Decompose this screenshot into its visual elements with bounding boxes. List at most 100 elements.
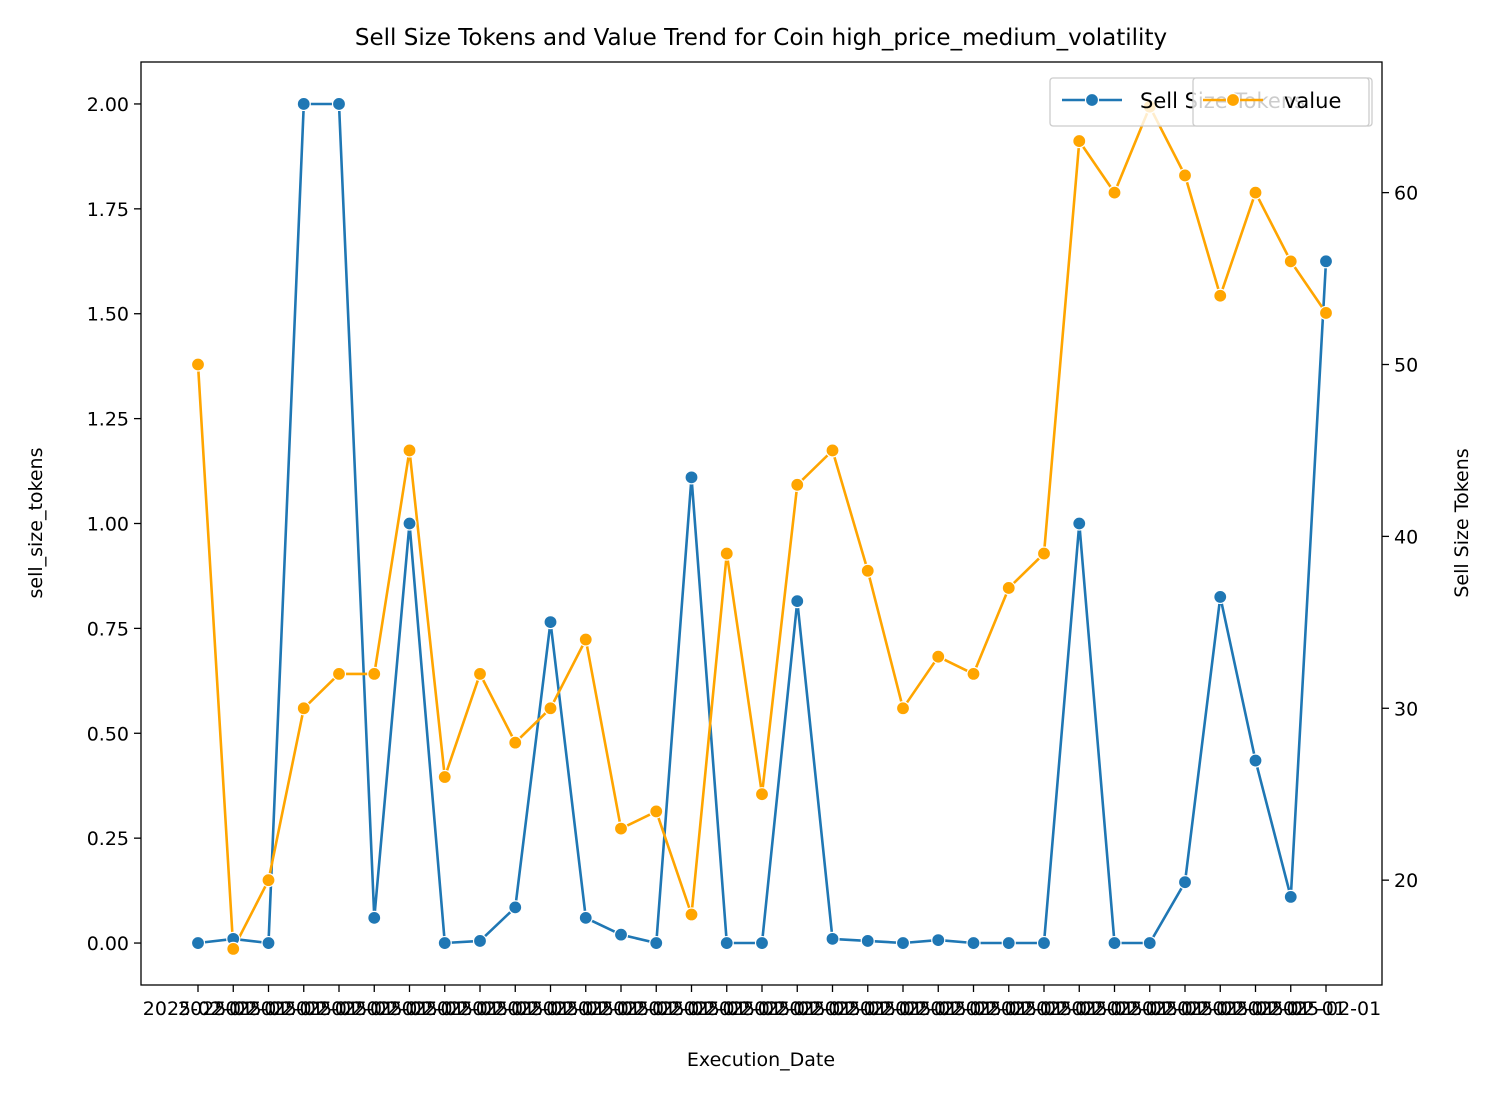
- series-1-point: [543, 701, 558, 716]
- chart-title: Sell Size Tokens and Value Trend for Coi…: [355, 25, 1167, 51]
- x-tick-label: 2025-02-01: [566, 998, 676, 1020]
- series-1-point: [895, 701, 911, 716]
- series-1-point: [684, 907, 699, 922]
- x-tick-label: 2025-02-01: [1024, 998, 1134, 1020]
- series-1-point: [1248, 185, 1263, 200]
- legend: Sell Size Tokensvalue: [1049, 77, 1373, 127]
- series-1-point: [437, 769, 452, 785]
- series-1-point: [472, 666, 488, 681]
- y-left-tick-label: 0.00: [87, 933, 129, 955]
- series-1-point: [296, 701, 311, 716]
- y-left-tick-label: 1.25: [87, 409, 129, 431]
- y-left-tick-label: 1.75: [87, 199, 129, 221]
- x-tick-label: 2025-02-01: [249, 998, 359, 1020]
- series-1-point: [261, 873, 276, 888]
- series-0-point: [261, 935, 276, 951]
- y-right-tick-label: 40: [1394, 526, 1418, 548]
- y-left-tick-label: 0.25: [87, 828, 129, 850]
- y-axis-left-label: sell_size_tokens: [25, 447, 47, 598]
- x-tick-label: 2025-02-01: [531, 998, 641, 1020]
- x-tick-label: 2025-02-01: [284, 998, 394, 1020]
- plot-frame: [140, 61, 1383, 986]
- series-0-point: [402, 516, 417, 531]
- series-0-point: [1107, 935, 1122, 951]
- series-0-point: [1248, 753, 1263, 768]
- x-tick-label: 2025-02-01: [601, 998, 711, 1020]
- x-tick-label: 2025-02-01: [425, 998, 535, 1020]
- series-0-point: [543, 614, 558, 630]
- x-tick-label: 2025-02-01: [213, 998, 323, 1020]
- x-tick-label: 2025-02-01: [1165, 998, 1275, 1020]
- series-1-point: [719, 546, 734, 561]
- series-1-point: [226, 941, 241, 957]
- series-1-point: [790, 477, 805, 492]
- series-1-point: [825, 443, 840, 458]
- axes: 0.00 0.25 0.50 0.75 1.00 1.25 1.50 1.75 2.00 20 30…: [87, 94, 1419, 1020]
- series-1-point: [754, 787, 770, 802]
- series-1-point: [331, 666, 347, 681]
- x-tick-label: 2025-02-01: [319, 998, 429, 1020]
- y-left-tick-label: 1.00: [87, 514, 129, 536]
- series-0-point: [472, 933, 488, 949]
- x-tick-label: 2025-02-01: [989, 998, 1099, 1020]
- x-tick-label: 2025-02-01: [918, 998, 1028, 1020]
- x-tick-label: 2025-02-01: [354, 998, 464, 1020]
- series-1-point: [190, 357, 206, 372]
- series-1-point: [1072, 133, 1087, 149]
- series-0-point: [860, 933, 875, 949]
- x-tick-label: 2025-02-01: [742, 998, 852, 1020]
- x-tick-label: 2025-02-01: [954, 998, 1064, 1020]
- y-left-tick-label: 1.50: [87, 304, 129, 326]
- series-0-point: [966, 935, 981, 951]
- series-0-point: [1036, 935, 1052, 951]
- x-tick-label: 2025-02-01: [1095, 998, 1205, 1020]
- series-0-point: [296, 96, 311, 112]
- series-1-point: [1318, 305, 1334, 321]
- series-0-point: [578, 910, 593, 925]
- x-tick-label: 2025-02-01: [1271, 998, 1381, 1020]
- series-0-point: [649, 935, 664, 951]
- x-tick-label: 2025-02-01: [390, 998, 500, 1020]
- x-tick-label: 2025-02-01: [848, 998, 958, 1020]
- x-tick-label: 2025-02-01: [707, 998, 817, 1020]
- x-tick-label: 2025-02-01: [883, 998, 993, 1020]
- y-right-tick-label: 50: [1394, 355, 1418, 377]
- series-0-point: [719, 935, 734, 951]
- y-right-tick-label: 60: [1394, 183, 1418, 205]
- series-0-point: [190, 935, 206, 951]
- series-0-point: [1283, 889, 1298, 904]
- series-0-point: [1142, 935, 1157, 951]
- series-1-point: [860, 563, 875, 578]
- x-tick-label: 2025-02-01: [636, 998, 746, 1020]
- series-0-point: [508, 900, 523, 915]
- y-axis-right-label: Sell Size Tokens: [1451, 448, 1473, 597]
- y-left-tick-label: 0.50: [87, 723, 129, 745]
- series-0-point: [754, 935, 770, 951]
- x-tick-label: 2025-02-01: [1200, 998, 1310, 1020]
- series-0-point: [367, 910, 382, 925]
- series-0-point: [1177, 875, 1193, 890]
- y-left-tick-label: 2.00: [87, 94, 129, 116]
- series-1-point: [1283, 254, 1298, 269]
- series-1-point: [1001, 580, 1016, 596]
- y-left-tick-label: 0.75: [87, 618, 129, 640]
- series-0-point: [684, 470, 699, 485]
- x-tick-label: 2025-02-01: [1059, 998, 1169, 1020]
- series-1-point: [402, 443, 417, 458]
- series-0-point: [1213, 589, 1228, 605]
- legend-swatch-marker: [1225, 92, 1241, 108]
- series-1-point: [931, 649, 946, 664]
- x-tick-label: 2025-02-01: [495, 998, 605, 1020]
- x-tick-label: 2025-02-01: [672, 998, 782, 1020]
- x-tick-label: 2025-02-01: [777, 998, 887, 1020]
- series-1-point: [613, 821, 629, 836]
- series-1-point: [1177, 168, 1193, 183]
- series-1-point: [649, 804, 664, 819]
- series-0-point: [331, 96, 347, 112]
- series-0-point: [790, 594, 805, 609]
- series-1-point: [966, 666, 981, 681]
- series-1-point: [578, 632, 593, 647]
- series-1-point: [1213, 288, 1228, 303]
